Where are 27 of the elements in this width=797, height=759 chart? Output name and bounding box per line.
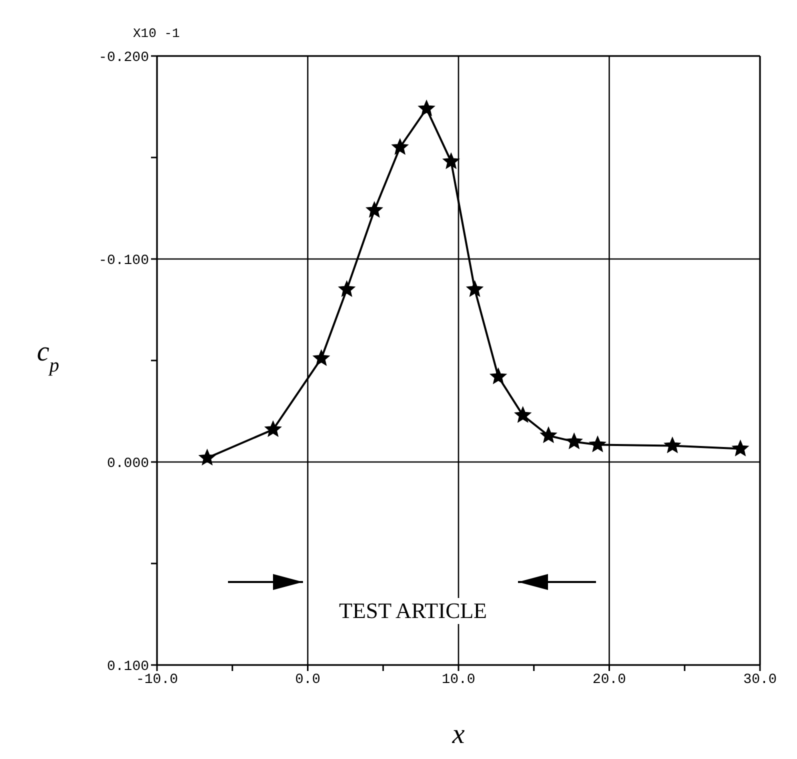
point — [514, 406, 531, 422]
point — [392, 138, 408, 154]
x-axis-title: x — [451, 719, 466, 750]
point — [732, 440, 749, 456]
point — [566, 433, 582, 449]
x-tick-label: 20.0 — [592, 672, 626, 688]
point — [313, 350, 330, 366]
x-tick-label: 10.0 — [442, 672, 476, 688]
x-tick-label: 30.0 — [743, 672, 777, 688]
point — [540, 427, 557, 443]
point — [466, 280, 483, 296]
point — [199, 449, 216, 465]
point — [590, 436, 606, 452]
point — [264, 421, 282, 436]
y-axis-title: c$_{p}$ — [36, 336, 60, 376]
point — [366, 202, 382, 218]
point — [443, 153, 460, 169]
y-tick-label: -0.200 — [98, 50, 149, 66]
point — [664, 437, 681, 453]
point — [418, 100, 435, 116]
y-tick-label: 0.000 — [106, 456, 149, 472]
text: X10 -1 — [133, 26, 180, 41]
point — [490, 368, 506, 384]
annotation: TEST ARTICLE — [328, 598, 498, 624]
point — [338, 280, 355, 296]
x-tick-label: 0.0 — [295, 672, 320, 688]
y-tick-label: -0.100 — [98, 252, 149, 269]
